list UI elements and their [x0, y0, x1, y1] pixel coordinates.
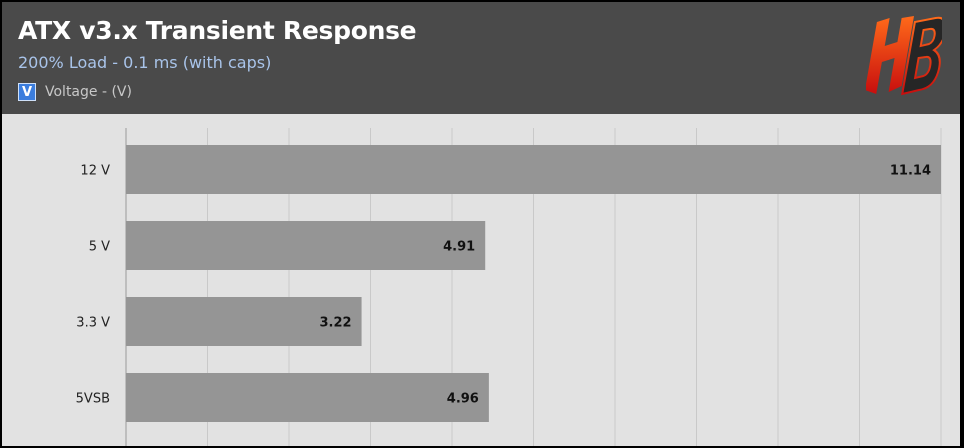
bar	[126, 145, 941, 194]
category-label: 3.3 V	[76, 316, 110, 331]
data-label: 3.22	[319, 316, 351, 331]
chart-subtitle: 200% Load - 0.1 ms (with caps)	[18, 53, 272, 72]
hb-logo-icon	[866, 16, 942, 96]
chart-header: ATX v3.x Transient Response 200% Load - …	[2, 2, 960, 114]
chart-legend: V Voltage - (V)	[18, 82, 132, 102]
category-label: 5 V	[89, 240, 110, 255]
bar	[126, 297, 362, 346]
chart-title: ATX v3.x Transient Response	[18, 16, 417, 45]
bar-chart: 12 V 11.14 5 V 4.91 3.3 V 3.22 5VSB 4.96	[2, 114, 960, 446]
data-label: 4.91	[443, 240, 475, 255]
data-label: 4.96	[447, 392, 479, 407]
bar	[126, 373, 489, 422]
data-label: 11.14	[890, 164, 931, 179]
legend-label: Voltage - (V)	[45, 84, 132, 100]
bar	[126, 221, 486, 270]
category-label: 5VSB	[76, 392, 110, 407]
legend-swatch: V	[18, 83, 36, 101]
category-label: 12 V	[80, 164, 110, 179]
